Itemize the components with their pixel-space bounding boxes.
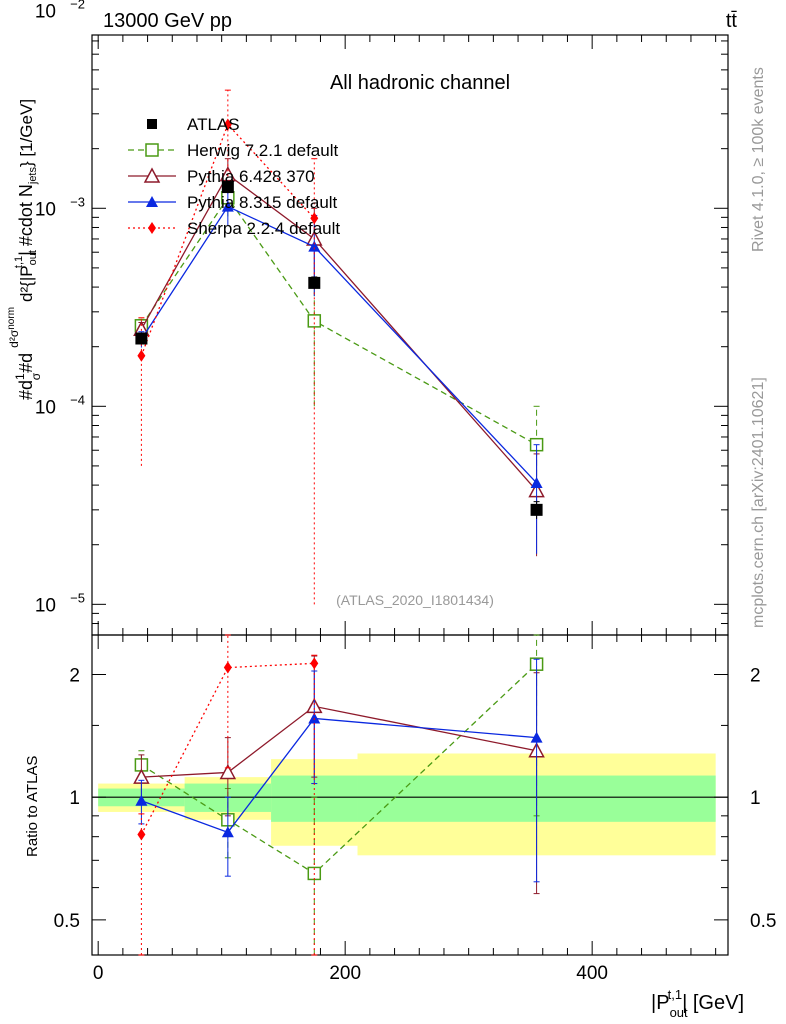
header-energy-label: 13000 GeV pp	[103, 10, 232, 32]
chart-title: All hadronic channel	[330, 72, 510, 94]
ratio-y-tick-label-right: 0.5	[750, 911, 776, 932]
atlas-point	[135, 332, 148, 345]
atlas-point	[221, 181, 234, 194]
legend-marker-pythia-8-315-default	[146, 196, 158, 207]
ratio-y-tick-label: 2	[69, 665, 80, 686]
analysis-watermark: (ATLAS_2020_I1801434)	[336, 592, 494, 608]
legend-marker-atlas	[147, 119, 157, 129]
ratio-y-tick-label: 0.5	[54, 911, 80, 932]
y-tick-label-exponent: −3	[70, 194, 85, 209]
pythia-8-315-default-point	[530, 476, 543, 488]
pythia-8-315-default-line	[140, 205, 538, 484]
x-tick-label: 0	[93, 963, 104, 984]
sherpa-2-2-4-default-ratio-point	[223, 661, 232, 674]
pythia-8-315-default-ratio-point	[530, 731, 543, 743]
sherpa-2-2-4-default-ratio-point	[310, 657, 319, 670]
ratio-y-axis-title: Ratio to ATLAS	[24, 756, 41, 857]
side-rivet-label: Rivet 4.1.0, ≥ 100k events	[750, 67, 767, 252]
legend-label-pythia-8-315-default: Pythia 8.315 default	[187, 193, 338, 212]
herwig-7-2-1-default-line	[140, 196, 537, 446]
pythia-8-315-default-ratio-line	[141, 717, 537, 834]
sherpa-2-2-4-default-ratio-point	[137, 828, 146, 841]
y-tick-label-exponent: −4	[70, 392, 85, 407]
legend-label-herwig-7-2-1-default: Herwig 7.2.1 default	[187, 141, 338, 160]
ratio-panel-frame	[91, 634, 729, 956]
pythia-8-315-default-ratio-point	[135, 794, 148, 806]
x-tick-label: 400	[576, 963, 608, 984]
atlas-point	[530, 503, 543, 516]
y-tick-label: 10	[35, 595, 56, 616]
legend-label-sherpa-2-2-4-default: Sherpa 2.2.4 default	[187, 219, 340, 238]
y-tick-label: 10	[35, 1, 56, 22]
pythia-6-428-370-point	[219, 165, 237, 182]
y-tick-label: 10	[35, 199, 56, 220]
legend-marker-herwig-7-2-1-default	[145, 143, 159, 157]
sherpa-2-2-4-default-ratio-line	[140, 662, 315, 835]
pythia-6-428-370-ratio-point	[219, 763, 237, 780]
legend-label-pythia-6-428-370: Pythia 6.428 370	[187, 167, 315, 186]
legend-marker-pythia-6-428-370	[143, 167, 161, 183]
pythia-8-315-default-point	[221, 200, 234, 212]
x-axis-title: |Poutt,1| [GeV]	[651, 987, 744, 1020]
ratio-y-tick-label: 1	[69, 788, 80, 809]
sherpa-2-2-4-default-point	[310, 212, 319, 225]
atlas-point	[308, 276, 321, 289]
herwig-7-2-1-default-point	[307, 314, 322, 328]
y-tick-label-exponent: −5	[70, 590, 85, 605]
pythia-8-315-default-ratio-point	[308, 712, 321, 724]
ratio-y-tick-label-right: 1	[750, 788, 761, 809]
side-mcplots-label: mcplots.cern.ch [arXiv:2401.10621]	[750, 377, 767, 628]
sherpa-2-2-4-default-point	[223, 118, 232, 131]
main-y-axis-title: #d1 σ#d d²σnorm d²{|Poutt,1| #cdot Njets}…	[0, 99, 43, 400]
legend-marker-sherpa-2-2-4-default	[148, 222, 156, 234]
pythia-8-315-default-point	[308, 240, 321, 252]
y-tick-label: 10	[35, 397, 56, 418]
pythia-8-315-default-ratio-point	[221, 826, 234, 838]
legend: ATLAS Herwig 7.2.1 default Pythia 6.428 37…	[128, 115, 340, 238]
y-tick-label-exponent: −2	[70, 0, 85, 11]
sherpa-2-2-4-default-point	[137, 349, 146, 362]
x-tick-label: 200	[329, 963, 361, 984]
legend-label-atlas: ATLAS	[187, 115, 240, 134]
header-process-label: tt̄	[726, 10, 738, 32]
herwig-7-2-1-default-ratio-line	[141, 663, 538, 875]
ratio-y-tick-label-right: 2	[750, 665, 761, 686]
